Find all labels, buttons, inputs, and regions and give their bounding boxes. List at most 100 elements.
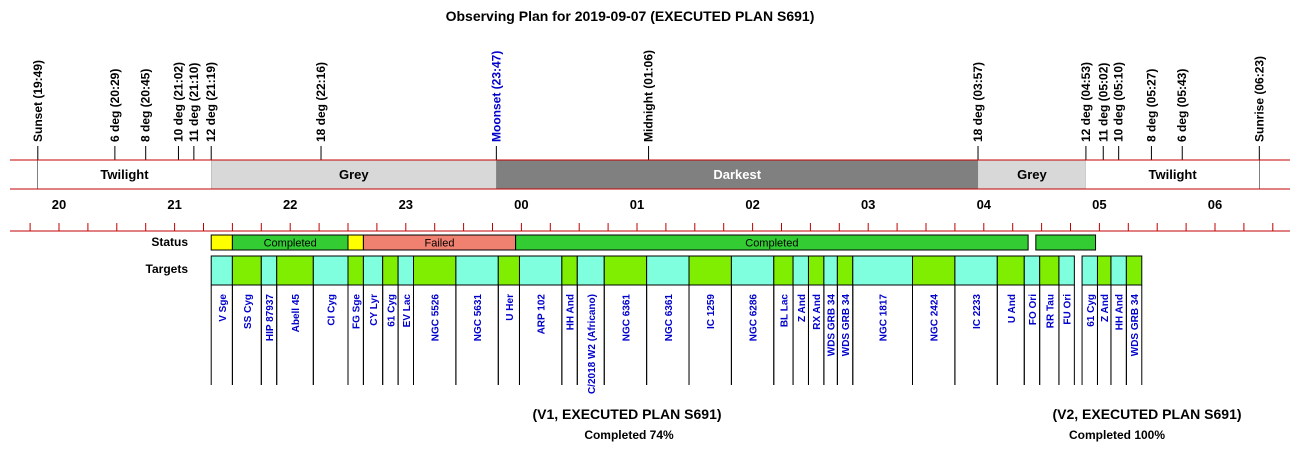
hour-label-06: 06 (1208, 197, 1222, 212)
target-block-ngc-5631 (455, 255, 499, 286)
target-block-ngc-6361 (646, 255, 690, 286)
target-label-61-cyg: 61 Cyg (386, 294, 397, 327)
hour-label-23: 23 (399, 197, 413, 212)
target-block-ss-cyg (231, 255, 262, 286)
event-label-6-deg-05-43: 6 deg (05:43) (1175, 69, 1189, 142)
period-label-darkest: Darkest (713, 167, 761, 182)
target-block-v-sge (210, 255, 233, 286)
hour-axis: 20 21 22 23 00 01 02 03 04 05 06 (10, 197, 1290, 232)
targets-row: V Sge SS Cyg HIP 87937 Abell 45 CI Cyg FG Sge… (210, 255, 1143, 394)
plan-v2-completion: Completed 100% (1069, 428, 1165, 442)
target-block-cy-lyr (362, 255, 384, 286)
status-label-completed: Completed (264, 238, 317, 250)
target-label-ic-2233: IC 2233 (972, 294, 983, 329)
target-label-fo-ori: FO Ori (1028, 294, 1039, 325)
target-block-u-and (996, 255, 1025, 286)
target-label-fg-sge: FG Sge (352, 294, 363, 329)
hour-label-21: 21 (167, 197, 181, 212)
target-label-rr-tau: RR Tau (1045, 294, 1056, 328)
status-label-completed: Completed (745, 238, 798, 250)
hour-label-01: 01 (630, 197, 644, 212)
event-label-10-deg-05-10: 10 deg (05:10) (1112, 62, 1126, 142)
target-block-hip-87937 (260, 255, 278, 286)
target-block-ngc-6286 (730, 255, 775, 286)
period-label-grey: Grey (1017, 167, 1047, 182)
target-block-wds-grb-34 (823, 255, 838, 286)
target-block-fg-sge (347, 255, 364, 286)
event-label-18-deg-03-57: 18 deg (03:57) (971, 62, 985, 142)
period-grey-3 (978, 160, 1086, 189)
period-label-twilight: Twilight (100, 167, 149, 182)
status-segment-completed-4 (515, 234, 1029, 251)
plan-v2-title: (V2, EXECUTED PLAN S691) (1052, 406, 1241, 422)
target-label-wds-grb-34: WDS GRB 34 (841, 294, 852, 357)
target-label-arp-102: ARP 102 (537, 294, 548, 335)
hour-label-03: 03 (861, 197, 875, 212)
target-block-z-and (792, 255, 809, 286)
target-label-bl-lac: BL Lac (779, 294, 790, 328)
event-label-11-deg-21-10: 11 deg (21:10) (187, 63, 201, 142)
hour-label-00: 00 (514, 197, 528, 212)
target-block-wds-grb-34 (836, 255, 854, 286)
target-label-u-and: U And (1007, 294, 1018, 323)
plan-summaries: (V1, EXECUTED PLAN S691) Completed 74% (… (532, 406, 1241, 442)
event-label-10-deg-21-02: 10 deg (21:02) (171, 62, 185, 142)
chart-title: Observing Plan for 2019-09-07 (EXECUTED … (446, 8, 815, 24)
target-label-wds-grb-34: WDS GRB 34 (827, 294, 838, 357)
target-block-u-her (497, 255, 520, 286)
target-label-z-and: Z And (797, 294, 808, 322)
target-label-abell-45: Abell 45 (291, 294, 302, 333)
target-label-ngc-6361: NGC 6361 (664, 294, 675, 342)
event-label-sunrise-06-23: Sunrise (06:23) (1252, 56, 1266, 142)
hour-label-04: 04 (977, 197, 992, 212)
status-row-label: Status (151, 235, 188, 249)
target-label-wds-grb-34: WDS GRB 34 (1130, 294, 1141, 357)
night-period-band: Twilight Grey Darkest Grey Twilight (10, 159, 1290, 190)
target-block-61-cyg (382, 255, 399, 286)
target-block-ev-lac (397, 255, 415, 286)
target-block-ngc-6361 (603, 255, 648, 286)
target-block-ci-cyg (312, 255, 349, 286)
target-label-c-2018-w2-africano: C/2018 W2 (Africano) (587, 294, 598, 394)
target-label-ngc-6286: NGC 6286 (749, 294, 760, 342)
status-segment-yellow-2 (347, 234, 364, 251)
plan-v1-title: (V1, EXECUTED PLAN S691) (532, 406, 721, 422)
target-block-ngc-1817 (852, 255, 914, 286)
hour-label-20: 20 (52, 197, 66, 212)
target-label-ic-1259: IC 1259 (706, 294, 717, 329)
target-label-ci-cyg: CI Cyg (327, 294, 338, 326)
target-label-z-and: Z And (1100, 294, 1111, 322)
target-label-ngc-5631: NGC 5631 (473, 294, 484, 342)
target-block-fo-ori (1023, 255, 1041, 286)
target-block-z-and (1096, 255, 1112, 286)
period-twilight-0 (37, 160, 212, 189)
target-block-rx-and (807, 255, 825, 286)
target-block-hh-and (561, 255, 578, 286)
status-row: Completed Failed Completed (210, 234, 1097, 251)
event-markers: Sunset (19:49) 6 deg (20:29) 8 deg (20:45)… (31, 50, 1266, 189)
target-block-ic-1259 (688, 255, 732, 286)
target-block-arp-102 (518, 255, 563, 286)
target-block-ngc-2424 (912, 255, 956, 286)
period-twilight-4 (1085, 160, 1260, 189)
target-block-abell-45 (276, 255, 314, 286)
event-label-midnight-01-06: Midnight (01:06) (642, 50, 656, 142)
target-block-61-cyg (1081, 255, 1098, 286)
target-label-fu-ori: FU Ori (1063, 294, 1074, 325)
hour-label-05: 05 (1092, 197, 1106, 212)
event-label-sunset-19-49: Sunset (19:49) (31, 60, 45, 142)
plan-v1-completion: Completed 74% (584, 428, 674, 442)
period-darkest-2 (496, 160, 979, 189)
status-label-failed: Failed (425, 238, 455, 250)
target-block-wds-grb-34 (1125, 255, 1143, 286)
event-label-12-deg-04-53: 12 deg (04:53) (1079, 62, 1093, 142)
target-block-hh-and (1110, 255, 1127, 286)
target-block-ic-2233 (954, 255, 998, 286)
status-segment-completed-5 (1035, 234, 1097, 251)
target-label-ev-lac: EV Lac (402, 294, 413, 328)
period-label-grey: Grey (339, 167, 369, 182)
target-label-ngc-6361: NGC 6361 (621, 294, 632, 342)
target-label-v-sge: V Sge (218, 294, 229, 322)
event-label-6-deg-20-29: 6 deg (20:29) (108, 69, 122, 142)
